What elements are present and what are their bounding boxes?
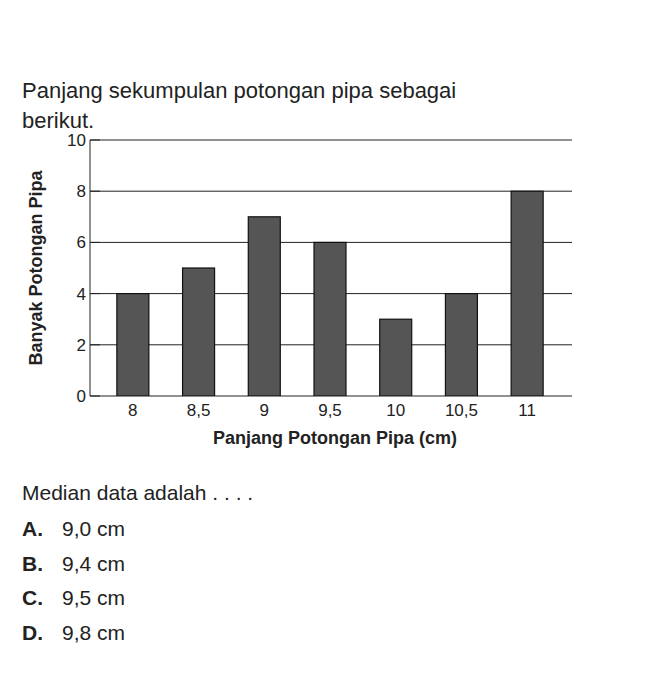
bars [117,191,543,396]
x-tick-label: 8,5 [187,401,211,420]
bar [183,268,215,396]
x-tick-label: 8 [128,401,137,420]
intro-text: Panjang sekumpulan potongan pipa sebagai [22,78,456,103]
option-text: 9,8 cm [62,621,125,644]
option-letter: B. [22,552,43,575]
option-letter: A. [22,517,43,540]
question-text: Median data adalah . . . . [22,481,253,504]
y-tick-label: 10 [67,131,86,150]
bar [380,319,412,396]
x-axis-label: Panjang Potongan Pipa (cm) [213,428,457,448]
y-tick-label: 2 [77,336,86,355]
x-tick-label: 11 [518,401,536,420]
bar [248,217,280,396]
y-axis-label: Banyak Potongan Pipa [26,169,46,365]
grid-line [90,191,572,192]
y-tick-label: 6 [77,233,86,252]
option-text: 9,4 cm [62,552,125,575]
bar [117,294,149,396]
y-tick [90,344,100,345]
page: Panjang sekumpulan potongan pipa sebagai… [0,0,658,699]
y-tick-label: 4 [77,285,86,304]
y-tick [90,140,100,141]
option-letter: D. [22,621,43,644]
option-text: 9,5 cm [62,586,125,609]
intro-text: berikut. [22,108,94,133]
x-tick-label: 10,5 [445,401,478,420]
bar [511,191,543,396]
y-tick [90,242,100,243]
y-tick [90,396,100,397]
bar [314,242,346,396]
bar [445,294,477,396]
option-text: 9,0 cm [62,517,125,540]
y-tick-label: 0 [77,387,86,406]
x-tick-label: 9,5 [318,401,342,420]
y-tick [90,293,100,294]
y-axis [90,140,91,396]
y-tick-label: 8 [77,182,86,201]
option-letter: C. [22,586,43,609]
grid-line [90,140,572,141]
x-tick-label: 10 [386,401,405,420]
y-tick [90,191,100,192]
x-tick-label: 9 [260,401,269,420]
